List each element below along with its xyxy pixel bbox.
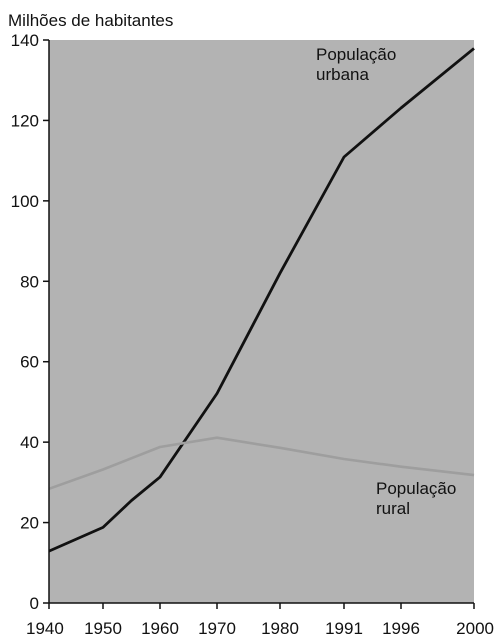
- series-label-urbana: População urbana: [316, 45, 396, 84]
- plot-area: [49, 40, 474, 603]
- series-label-line: População: [316, 45, 396, 64]
- x-tick-label: 1991: [325, 619, 363, 638]
- y-tick-label: 140: [11, 31, 39, 50]
- series-layer: [48, 47, 475, 553]
- series-line-urbana: [48, 47, 475, 553]
- series-label-line: rural: [376, 499, 410, 518]
- x-tick-label: 1950: [84, 619, 122, 638]
- y-tick-label: 120: [11, 111, 39, 130]
- y-tick-label: 40: [20, 433, 39, 452]
- y-tick-label: 20: [20, 514, 39, 533]
- series-label-line: População: [376, 479, 456, 498]
- axis-layer: 0 20 40 60 80 100 120 140 1940 1950 1960 1970 1980 19…: [11, 31, 494, 638]
- y-axis-title: Milhões de habitantes: [8, 11, 173, 30]
- x-tick-label: 1960: [141, 619, 179, 638]
- series-label-line: urbana: [316, 65, 369, 84]
- x-tick-label: 1996: [382, 619, 420, 638]
- x-tick-label: 2000: [456, 619, 494, 638]
- series-line-rural: [48, 436, 475, 491]
- y-tick-label: 100: [11, 192, 39, 211]
- x-tick-label: 1940: [26, 619, 64, 638]
- y-tick-label: 80: [20, 272, 39, 291]
- x-tick-label: 1980: [261, 619, 299, 638]
- y-tick-label: 0: [30, 594, 39, 613]
- y-tick-label: 60: [20, 353, 39, 372]
- series-label-rural: População rural: [376, 479, 456, 518]
- x-tick-label: 1970: [198, 619, 236, 638]
